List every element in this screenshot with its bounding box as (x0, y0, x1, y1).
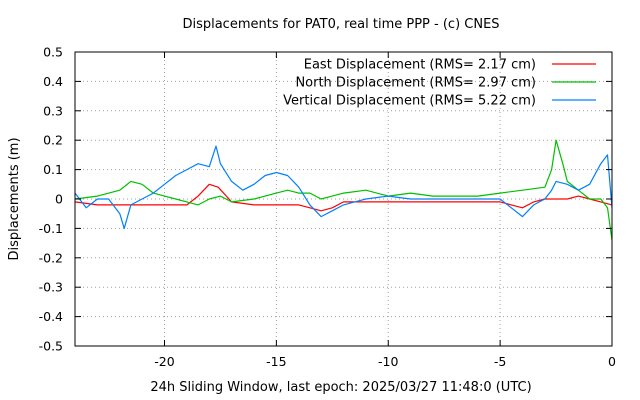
y-tick-label: 0.5 (43, 45, 63, 60)
y-tick-label: 0.1 (43, 162, 63, 177)
y-tick-label: -0.4 (39, 309, 63, 324)
series-lines (74, 139, 613, 241)
y-tick-label: 0 (55, 192, 63, 207)
y-tick-label: -0.2 (39, 250, 63, 265)
x-tick-label: -10 (378, 354, 398, 369)
y-tick-label: 0.3 (43, 103, 63, 118)
legend-label: Vertical Displacement (RMS= 5.22 cm) (283, 94, 536, 109)
y-tick-label: -0.3 (39, 280, 63, 295)
y-tick-label: -0.5 (39, 339, 63, 354)
grid-lines (75, 52, 612, 346)
series-line-2 (74, 145, 613, 229)
x-axis: -20 -15 -10 -5 0 (154, 52, 616, 369)
y-axis: -0.5 -0.4 -0.3 -0.2 -0.1 0 0.1 0.2 0.3 0.4 0.5 (39, 45, 612, 354)
y-tick-label: -0.1 (39, 221, 63, 236)
series-line-1 (74, 139, 613, 241)
legend: East Displacement (RMS= 2.17 cm) North Di… (283, 58, 596, 109)
y-tick-label: 0.4 (43, 74, 63, 89)
y-tick-label: 0.2 (43, 133, 63, 148)
x-tick-label: -5 (494, 354, 506, 369)
x-axis-label: 24h Sliding Window, last epoch: 2025/03/… (150, 380, 531, 395)
x-tick-label: 0 (608, 354, 616, 369)
y-axis-label: Displacements (m) (7, 137, 22, 260)
legend-label: North Displacement (RMS= 2.97 cm) (295, 76, 536, 91)
chart-title: Displacements for PAT0, real time PPP - … (182, 17, 499, 32)
x-tick-label: -15 (266, 354, 286, 369)
x-tick-label: -20 (154, 354, 174, 369)
legend-label: East Displacement (RMS= 2.17 cm) (304, 58, 536, 73)
